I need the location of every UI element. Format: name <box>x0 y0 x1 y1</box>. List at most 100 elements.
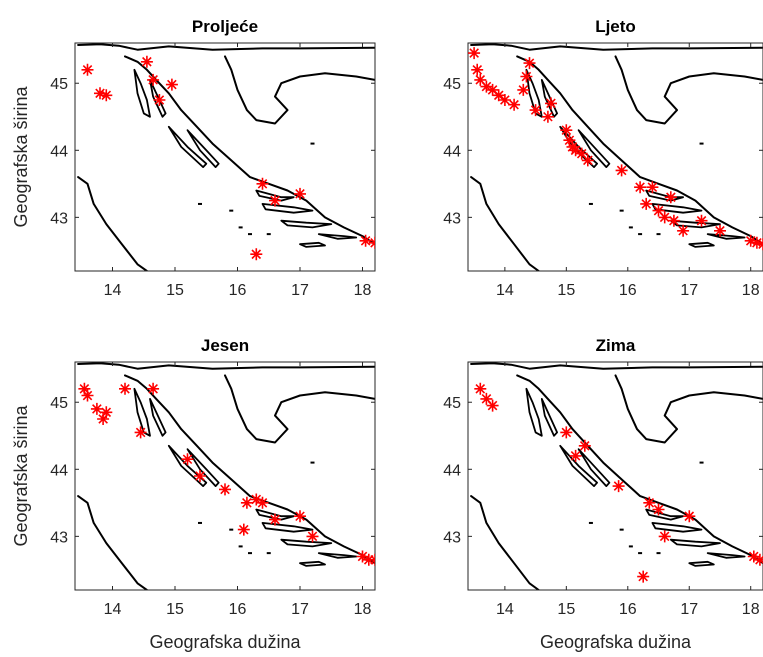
y-tick-label: 44 <box>50 462 68 479</box>
data-point <box>140 55 153 68</box>
y-axis-label: Geografska širina <box>11 404 31 546</box>
data-point <box>486 83 499 96</box>
data-point <box>294 187 306 200</box>
data-point <box>147 73 160 86</box>
data-point <box>492 89 505 102</box>
data-point <box>356 550 369 563</box>
data-point <box>94 87 106 100</box>
x-tick-label: 15 <box>557 601 575 618</box>
y-tick-label: 43 <box>50 529 68 546</box>
x-tick-label: 16 <box>619 601 637 618</box>
data-point <box>664 191 677 204</box>
data-point <box>529 104 542 117</box>
panel-title: Ljeto <box>595 17 636 36</box>
data-point <box>744 234 757 247</box>
data-point <box>181 453 194 466</box>
data-point <box>134 426 147 439</box>
coastline-map <box>77 362 375 590</box>
data-point <box>646 181 659 194</box>
panel-title: Jesen <box>201 336 249 355</box>
data-point <box>714 224 726 237</box>
panel-jesen: 14 15 16 17 18 45 44 43 Jesen Geografska širina Ge… <box>11 336 376 652</box>
data-point <box>753 553 763 566</box>
data-point <box>569 144 582 157</box>
data-point <box>637 570 650 583</box>
x-tick-label: 15 <box>557 282 575 299</box>
data-point <box>612 480 625 493</box>
data-point <box>240 496 253 509</box>
x-tick-label: 18 <box>742 282 760 299</box>
panel-zima: 14 15 16 17 18 45 44 43 Zima Geografska dužina <box>443 336 763 652</box>
y-tick-label: 43 <box>50 210 68 227</box>
x-tick-label: 17 <box>680 601 698 618</box>
data-points <box>78 382 375 566</box>
data-point <box>194 470 206 482</box>
axes-frame <box>74 361 376 591</box>
x-tick-label: 16 <box>229 601 247 618</box>
data-point <box>250 493 263 506</box>
x-tick-label: 15 <box>166 282 184 299</box>
data-point <box>306 530 319 543</box>
data-point <box>81 389 94 402</box>
data-point <box>563 134 576 147</box>
data-point <box>468 47 481 60</box>
x-tick-label: 17 <box>291 601 309 618</box>
data-point <box>165 78 178 91</box>
data-point <box>294 510 306 523</box>
data-point <box>658 530 671 543</box>
x-tick-label: 16 <box>619 282 637 299</box>
panel-ljeto: 14 15 16 17 18 45 44 43 Ljeto <box>443 17 763 299</box>
data-point <box>615 164 628 177</box>
data-point <box>652 204 665 217</box>
data-point <box>362 553 375 566</box>
y-tick-label: 45 <box>50 395 68 412</box>
data-point <box>237 523 250 536</box>
x-tick-label: 18 <box>354 282 372 299</box>
data-point <box>471 63 484 76</box>
y-tick-label: 45 <box>443 395 461 412</box>
x-axis-label: Geografska dužina <box>540 632 692 652</box>
data-point <box>100 89 113 102</box>
data-points <box>468 47 763 251</box>
data-point <box>634 181 647 194</box>
data-point <box>256 496 269 509</box>
x-tick-label: 17 <box>680 282 698 299</box>
data-point <box>100 406 113 419</box>
data-point <box>695 214 708 227</box>
data-point <box>520 70 533 83</box>
data-point <box>667 214 680 227</box>
data-point <box>575 147 588 160</box>
y-tick-label: 44 <box>443 462 461 479</box>
axes-frame <box>467 361 763 591</box>
y-tick-label: 44 <box>443 143 461 160</box>
data-point <box>250 248 263 261</box>
data-point <box>750 236 763 249</box>
data-point <box>578 439 591 452</box>
data-point <box>119 382 131 395</box>
data-point <box>517 83 530 96</box>
x-tick-label: 14 <box>104 601 122 618</box>
data-point <box>541 110 554 123</box>
x-tick-label: 14 <box>496 282 514 299</box>
data-point <box>643 496 656 509</box>
data-point <box>652 503 665 516</box>
y-tick-label: 45 <box>443 76 461 93</box>
panel-title: Zima <box>596 336 636 355</box>
x-tick-label: 14 <box>104 282 122 299</box>
data-point <box>474 382 487 395</box>
data-point <box>480 80 493 93</box>
axes-frame <box>467 42 763 272</box>
y-tick-label: 43 <box>443 210 461 227</box>
data-point <box>747 550 760 563</box>
data-point <box>78 382 91 395</box>
y-tick-label: 43 <box>443 529 461 546</box>
data-point <box>658 211 671 224</box>
data-point <box>486 399 499 412</box>
x-axis-label: Geografska dužina <box>149 632 301 652</box>
coastline-map <box>77 43 375 271</box>
data-points <box>81 55 375 261</box>
data-point <box>90 402 103 415</box>
data-points <box>474 382 763 583</box>
coastline-map <box>470 43 763 271</box>
